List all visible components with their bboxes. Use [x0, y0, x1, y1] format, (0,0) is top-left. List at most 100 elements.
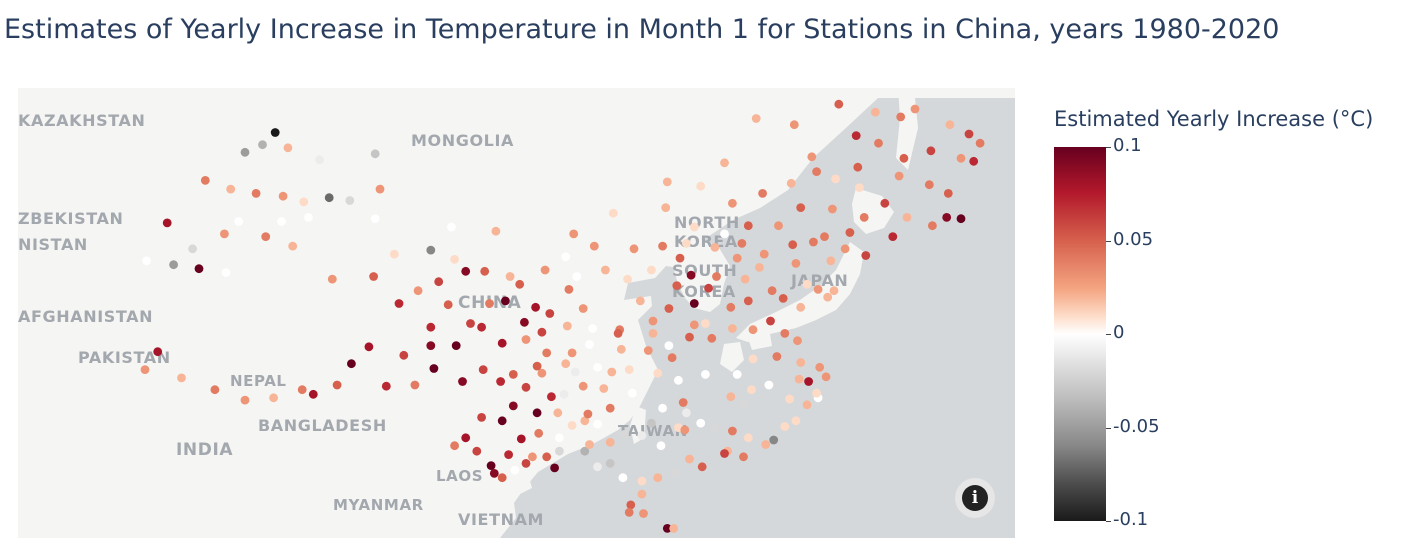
station-point-50[interactable] — [661, 203, 671, 212]
station-point-74[interactable] — [924, 180, 934, 190]
station-point-198[interactable] — [678, 398, 688, 407]
station-point-247[interactable] — [466, 319, 475, 328]
station-point-1[interactable] — [240, 147, 250, 157]
station-point-178[interactable] — [516, 434, 526, 444]
station-point-191[interactable] — [593, 419, 602, 429]
station-point-14[interactable] — [234, 217, 244, 226]
station-point-103[interactable] — [578, 304, 588, 313]
station-point-134[interactable] — [593, 362, 602, 372]
station-point-42[interactable] — [589, 241, 599, 251]
station-point-99[interactable] — [635, 296, 645, 306]
station-point-254[interactable] — [710, 243, 720, 252]
station-point-75[interactable] — [943, 189, 953, 198]
station-point-164[interactable] — [628, 388, 637, 398]
station-point-144[interactable] — [778, 294, 788, 303]
station-point-123[interactable] — [381, 381, 391, 391]
station-point-12[interactable] — [345, 196, 355, 205]
station-point-70[interactable] — [926, 146, 936, 156]
station-point-216[interactable] — [697, 462, 707, 472]
station-point-196[interactable] — [647, 418, 656, 428]
station-point-29[interactable] — [369, 272, 378, 281]
station-point-149[interactable] — [726, 302, 736, 312]
station-point-34[interactable] — [461, 266, 471, 276]
station-point-5[interactable] — [370, 149, 380, 159]
station-point-79[interactable] — [845, 228, 855, 237]
station-point-44[interactable] — [658, 241, 667, 251]
station-point-98[interactable] — [648, 316, 658, 326]
station-point-21[interactable] — [288, 241, 298, 251]
station-point-115[interactable] — [308, 389, 318, 399]
station-point-205[interactable] — [739, 400, 748, 410]
station-point-180[interactable] — [542, 452, 552, 462]
station-point-222[interactable] — [605, 459, 615, 468]
station-point-51[interactable] — [689, 222, 699, 232]
station-point-208[interactable] — [785, 394, 794, 404]
station-point-189[interactable] — [580, 416, 590, 426]
station-point-202[interactable] — [696, 418, 706, 428]
station-point-206[interactable] — [747, 385, 756, 395]
station-point-245[interactable] — [443, 300, 453, 310]
station-point-83[interactable] — [928, 221, 937, 231]
station-point-244[interactable] — [485, 299, 494, 308]
station-point-3[interactable] — [283, 143, 293, 153]
station-point-171[interactable] — [497, 416, 507, 426]
station-point-57[interactable] — [789, 120, 799, 130]
station-point-139[interactable] — [685, 332, 694, 342]
station-point-41[interactable] — [572, 272, 582, 281]
station-point-218[interactable] — [670, 469, 680, 478]
station-point-266[interactable] — [751, 114, 761, 123]
station-point-116[interactable] — [297, 385, 307, 395]
station-point-117[interactable] — [269, 393, 278, 403]
station-point-278[interactable] — [605, 437, 615, 447]
station-point-155[interactable] — [796, 358, 806, 367]
station-point-175[interactable] — [472, 446, 482, 456]
station-point-211[interactable] — [780, 422, 790, 431]
station-point-87[interactable] — [809, 237, 818, 247]
station-point-226[interactable] — [639, 509, 648, 518]
station-point-179[interactable] — [534, 428, 544, 438]
station-point-25[interactable] — [169, 260, 179, 270]
station-point-213[interactable] — [743, 433, 753, 443]
station-point-47[interactable] — [758, 189, 767, 198]
station-point-271[interactable] — [608, 208, 618, 218]
station-point-243[interactable] — [521, 335, 531, 344]
station-point-141[interactable] — [728, 324, 737, 333]
station-point-225[interactable] — [626, 500, 636, 510]
station-point-197[interactable] — [658, 403, 667, 413]
station-point-133[interactable] — [570, 367, 580, 377]
station-point-32[interactable] — [434, 277, 444, 287]
station-point-147[interactable] — [823, 292, 833, 302]
station-point-40[interactable] — [564, 285, 574, 294]
station-point-37[interactable] — [515, 279, 525, 289]
station-point-20[interactable] — [261, 232, 271, 242]
station-point-195[interactable] — [656, 441, 666, 451]
station-point-160[interactable] — [732, 370, 742, 379]
station-point-169[interactable] — [532, 408, 542, 418]
station-point-237[interactable] — [648, 329, 658, 338]
station-point-96[interactable] — [689, 299, 699, 308]
station-point-22[interactable] — [389, 249, 399, 259]
station-point-52[interactable] — [743, 221, 753, 231]
station-point-228[interactable] — [662, 524, 672, 533]
station-point-43[interactable] — [629, 244, 639, 254]
station-point-27[interactable] — [221, 268, 231, 277]
station-point-157[interactable] — [821, 372, 831, 382]
station-point-53[interactable] — [774, 221, 783, 231]
station-point-148[interactable] — [743, 296, 753, 306]
station-point-209[interactable] — [802, 400, 812, 410]
station-point-220[interactable] — [637, 476, 647, 486]
station-point-7[interactable] — [226, 184, 236, 194]
station-point-161[interactable] — [701, 370, 710, 379]
station-point-9[interactable] — [278, 191, 288, 201]
info-button[interactable]: i — [955, 478, 995, 518]
station-point-62[interactable] — [851, 131, 861, 140]
station-point-65[interactable] — [910, 104, 920, 114]
station-point-166[interactable] — [578, 381, 588, 391]
station-point-273[interactable] — [491, 226, 501, 236]
station-point-114[interactable] — [332, 380, 342, 390]
station-point-165[interactable] — [599, 384, 609, 393]
station-point-16[interactable] — [304, 213, 313, 222]
station-point-263[interactable] — [828, 204, 837, 214]
station-point-257[interactable] — [740, 274, 750, 284]
station-point-199[interactable] — [682, 408, 691, 418]
